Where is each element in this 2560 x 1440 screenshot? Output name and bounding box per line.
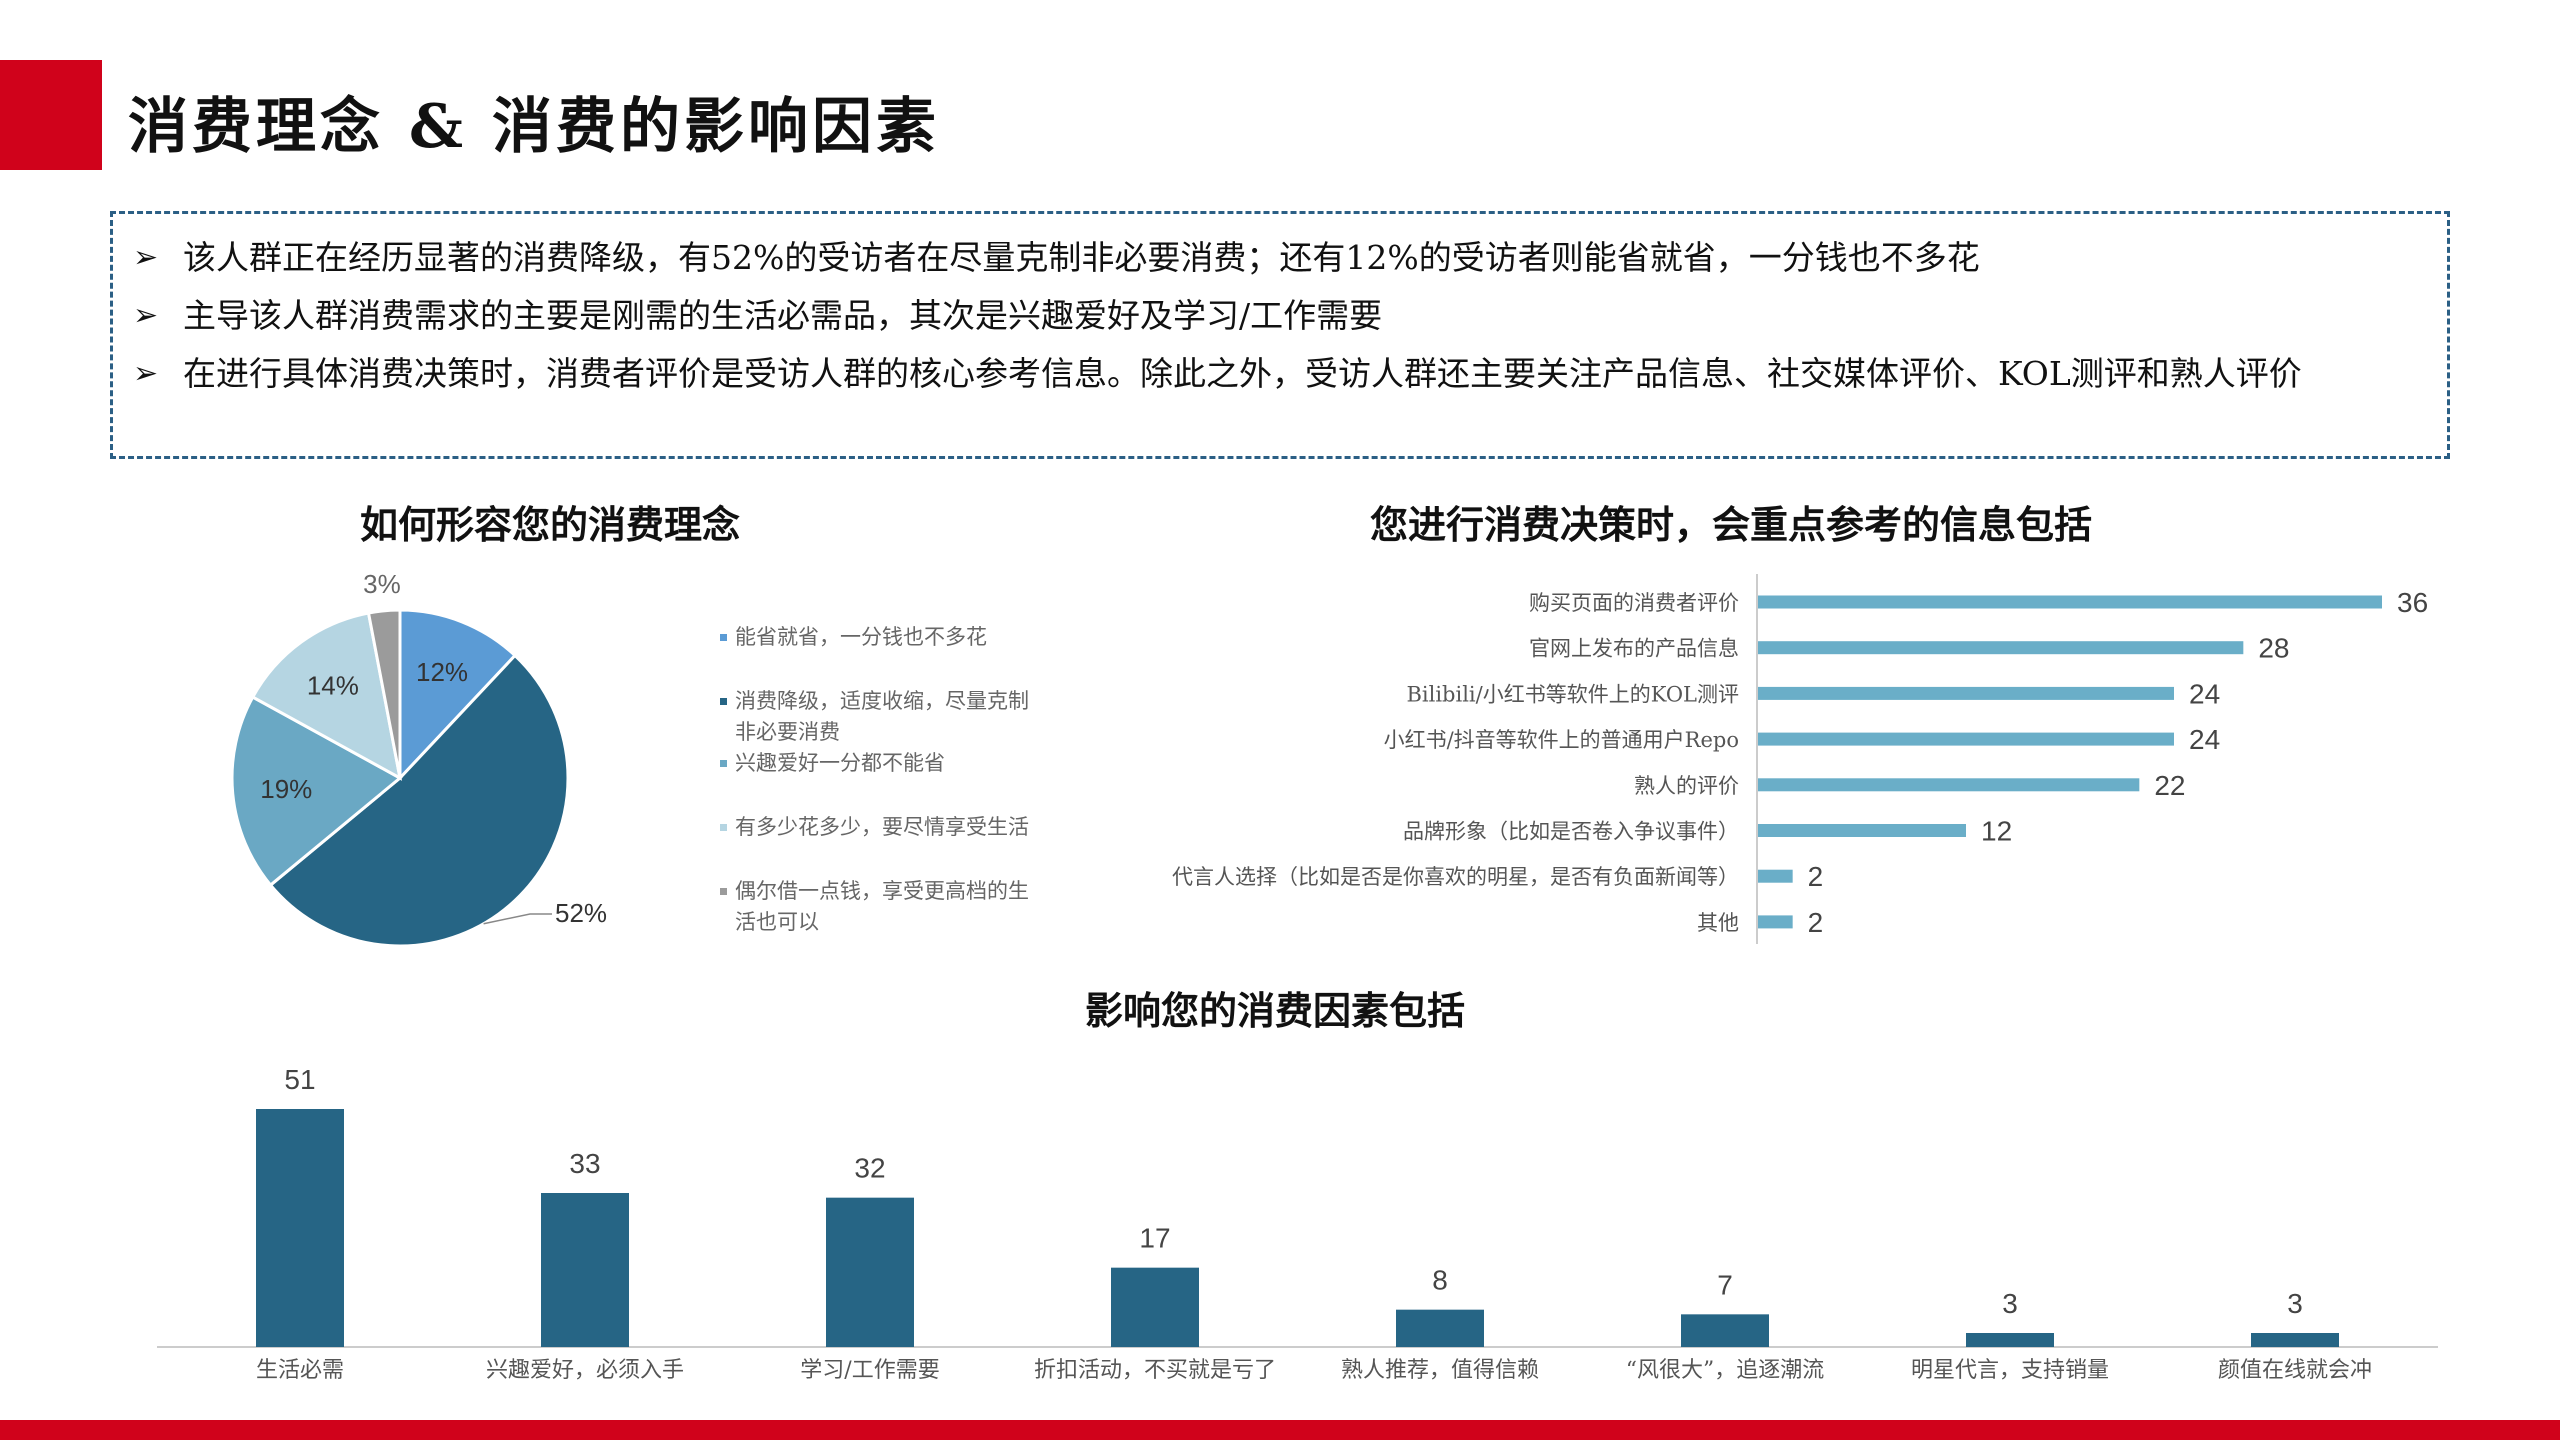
hbar-category-label: Bilibili/小红书等软件上的KOL测评 — [1406, 682, 1739, 706]
vbar-category-label: 生活必需 — [256, 1358, 344, 1383]
vbar-category-label: “风很大”，追逐潮流 — [1626, 1358, 1825, 1383]
legend-label: 有多少花多少，要尽情享受生活 — [735, 815, 1029, 839]
pie-slice — [250, 611, 403, 781]
vbar-bar — [2251, 1333, 2339, 1347]
arrow-bullet-icon: ➢ — [133, 356, 159, 391]
vbar-bar — [1966, 1333, 2054, 1347]
hbar-category-label: 小红书/抖音等软件上的普通用户Repo — [1384, 728, 1739, 752]
hbar-value-label: 28 — [2258, 633, 2289, 664]
pie-legend-item: 偶尔借一点钱，享受更高档的生活也可以 — [720, 876, 1030, 938]
pie-legend-item: 兴趣爱好一分都不能省 — [720, 748, 1030, 779]
vbar-bar — [1111, 1267, 1199, 1347]
summary-bullet-text: 在进行具体消费决策时，消费者评价是受访人群的核心参考信息。除此之外，受访人群还主… — [183, 354, 2302, 393]
hbar-category-label: 代言人选择（比如是否是你喜欢的明星，是否有负面新闻等） — [1172, 865, 1739, 889]
pie-legend-item: 能省就省，一分钱也不多花 — [720, 622, 1030, 653]
bottom-accent-bar — [0, 1420, 2560, 1440]
legend-label: 能省就省，一分钱也不多花 — [735, 625, 987, 649]
vbar-value-label: 8 — [1432, 1265, 1448, 1296]
hbar-bar — [1758, 732, 2174, 746]
vbar-bar — [256, 1109, 344, 1347]
legend-swatch — [720, 634, 727, 641]
hbar-value-label: 2 — [1808, 861, 1824, 892]
hbar-category-label: 官网上发布的产品信息 — [1529, 637, 1739, 661]
vbar-category-label: 颜值在线就会冲 — [2218, 1358, 2372, 1383]
vbar-value-label: 51 — [284, 1064, 315, 1095]
vbar-value-label: 3 — [2287, 1288, 2303, 1319]
vbar-bar — [541, 1193, 629, 1347]
hbar-bar — [1758, 869, 1793, 883]
legend-swatch — [720, 698, 727, 705]
hbar-value-label: 12 — [1981, 816, 2012, 847]
hbar-value-label: 24 — [2189, 678, 2220, 709]
legend-swatch — [720, 888, 727, 895]
legend-label: 偶尔借一点钱，享受更高档的生活也可以 — [735, 879, 1029, 934]
pie-slice — [230, 695, 403, 888]
pie-legend-item: 消费降级，适度收缩，尽量克制非必要消费 — [720, 686, 1030, 748]
pie-slice-label: 52% — [555, 898, 607, 928]
pie-slice — [398, 608, 518, 782]
vbar-bar — [1396, 1309, 1484, 1347]
vbar-bar — [826, 1197, 914, 1347]
hbar-category-label: 熟人的评价 — [1634, 774, 1739, 798]
vbar-category-label: 明星代言，支持销量 — [1911, 1358, 2109, 1383]
vbar-category-label: 兴趣爱好，必须入手 — [486, 1358, 684, 1383]
hbar-bar — [1758, 915, 1793, 929]
legend-swatch — [720, 824, 727, 831]
summary-bullet: ➢ 该人群正在经历显著的消费降级，有52%的受访者在尽量克制非必要消费；还有12… — [133, 229, 2433, 287]
vbar-value-label: 33 — [569, 1148, 600, 1179]
pie-slice-label: 14% — [307, 671, 359, 701]
pie-leader-line — [483, 913, 552, 925]
legend-label: 兴趣爱好一分都不能省 — [735, 751, 945, 775]
summary-bullet: ➢ 在进行具体消费决策时，消费者评价是受访人群的核心参考信息。除此之外，受访人群… — [133, 345, 2433, 403]
vbar-value-label: 32 — [854, 1153, 885, 1184]
hbar-category-label: 品牌形象（比如是否卷入争议事件） — [1403, 820, 1739, 844]
hbar-value-label: 24 — [2189, 724, 2220, 755]
vbar-value-label: 3 — [2002, 1288, 2018, 1319]
hbar-bar — [1758, 641, 2244, 655]
hbar-category-label: 购买页面的消费者评价 — [1529, 591, 1739, 615]
vbar-category-label: 熟人推荐，值得信赖 — [1341, 1358, 1539, 1383]
pie-legend-item: 有多少花多少，要尽情享受生活 — [720, 812, 1030, 843]
legend-swatch — [720, 760, 727, 767]
pie-slice — [268, 653, 570, 948]
vbar-category-label: 折扣活动，不买就是亏了 — [1034, 1358, 1276, 1383]
summary-box: ➢ 该人群正在经历显著的消费降级，有52%的受访者在尽量克制非必要消费；还有12… — [110, 211, 2450, 459]
hbar-value-label: 22 — [2154, 770, 2185, 801]
summary-bullet-text: 主导该人群消费需求的主要是刚需的生活必需品，其次是兴趣爱好及学习/工作需要 — [183, 296, 1383, 335]
vbar-bar — [1681, 1314, 1769, 1347]
hbar-bar — [1758, 686, 2174, 700]
summary-bullet-text: 该人群正在经历显著的消费降级，有52%的受访者在尽量克制非必要消费；还有12%的… — [183, 238, 1980, 277]
hbar-bar — [1758, 595, 2382, 609]
hbar-bar — [1758, 778, 2140, 792]
hbar-chart-title: 您进行消费决策时，会重点参考的信息包括 — [1370, 502, 2093, 547]
vbar-chart-title: 影响您的消费因素包括 — [1085, 988, 1466, 1033]
hbar-category-label: 其他 — [1697, 911, 1739, 935]
vbar-value-label: 17 — [1139, 1223, 1170, 1254]
pie-slice — [366, 608, 402, 779]
pie-chart-title: 如何形容您的消费理念 — [360, 502, 741, 547]
vbar-value-label: 7 — [1717, 1269, 1733, 1300]
arrow-bullet-icon: ➢ — [133, 240, 159, 275]
title-accent-block — [0, 60, 102, 170]
legend-label: 消费降级，适度收缩，尽量克制非必要消费 — [735, 689, 1029, 744]
hbar-value-label: 2 — [1808, 907, 1824, 938]
page-title: 消费理念 & 消费的影响因素 — [128, 92, 940, 162]
pie-slice-label: 3% — [363, 569, 401, 599]
pie-slice-label: 12% — [416, 657, 468, 687]
summary-bullet: ➢ 主导该人群消费需求的主要是刚需的生活必需品，其次是兴趣爱好及学习/工作需要 — [133, 287, 2433, 345]
pie-slice-label: 19% — [260, 774, 312, 804]
vbar-category-label: 学习/工作需要 — [800, 1358, 939, 1383]
hbar-bar — [1758, 824, 1966, 837]
arrow-bullet-icon: ➢ — [133, 298, 159, 333]
hbar-value-label: 36 — [2397, 587, 2428, 618]
